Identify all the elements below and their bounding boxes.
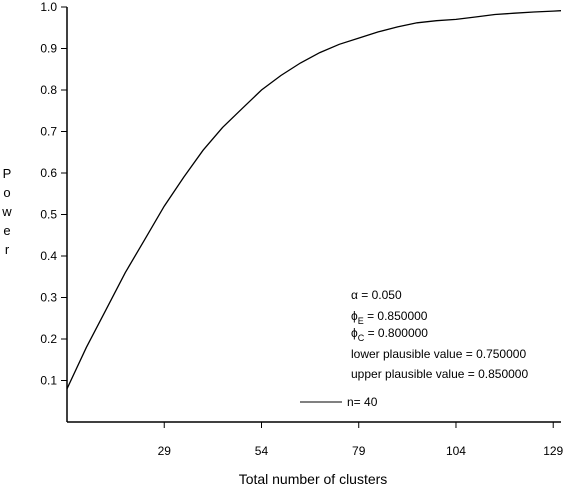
y-tick-label: 0.2 — [40, 332, 57, 346]
legend: n= 40 — [300, 395, 378, 409]
y-axis-title-char: w — [1, 204, 12, 219]
y-axis-title-char: e — [3, 223, 10, 238]
phi-e-subscript: E — [358, 316, 364, 326]
phi-e-value: = 0.850000 — [364, 309, 428, 323]
y-ticks: 0.1 0.2 0.3 0.4 0.5 0.6 0.7 0.8 0.9 1.0 — [40, 0, 67, 388]
phi-c-annotation: ϕC = 0.800000 — [351, 326, 428, 343]
y-axis-title-char: o — [3, 185, 10, 200]
x-tick-label: 54 — [255, 444, 269, 458]
annotation-block: α = 0.050 ϕE = 0.850000 ϕC = 0.800000 lo… — [351, 288, 528, 381]
y-tick-label: 1.0 — [40, 0, 57, 14]
x-tick-label: 29 — [158, 444, 172, 458]
y-tick-label: 0.4 — [40, 249, 57, 263]
y-axis-title-char: P — [3, 166, 12, 181]
phi-c-symbol: ϕ — [351, 326, 358, 340]
phi-c-subscript: C — [358, 333, 365, 343]
y-tick-label: 0.3 — [40, 291, 57, 305]
y-tick-label: 0.6 — [40, 166, 57, 180]
y-tick-label: 0.9 — [40, 42, 57, 56]
lower-plausible-annotation: lower plausible value = 0.750000 — [351, 347, 526, 361]
y-tick-label: 0.7 — [40, 125, 57, 139]
x-tick-label: 104 — [446, 444, 466, 458]
y-axis-title-char: r — [5, 242, 10, 257]
x-tick-label: 129 — [543, 444, 563, 458]
legend-label: n= 40 — [347, 395, 378, 409]
phi-c-value: = 0.800000 — [364, 326, 428, 340]
x-ticks: 29 54 79 104 129 — [158, 422, 564, 458]
phi-e-annotation: ϕE = 0.850000 — [351, 309, 428, 326]
y-tick-label: 0.8 — [40, 83, 57, 97]
power-curve-line — [66, 10, 562, 390]
alpha-annotation: α = 0.050 — [351, 288, 402, 302]
upper-plausible-annotation: upper plausible value = 0.850000 — [351, 367, 528, 381]
phi-e-symbol: ϕ — [351, 309, 358, 323]
x-axis-title: Total number of clusters — [239, 471, 388, 486]
x-tick-label: 79 — [352, 444, 366, 458]
series-layer — [66, 10, 562, 390]
y-tick-label: 0.1 — [40, 374, 57, 388]
y-tick-label: 0.5 — [40, 208, 57, 222]
